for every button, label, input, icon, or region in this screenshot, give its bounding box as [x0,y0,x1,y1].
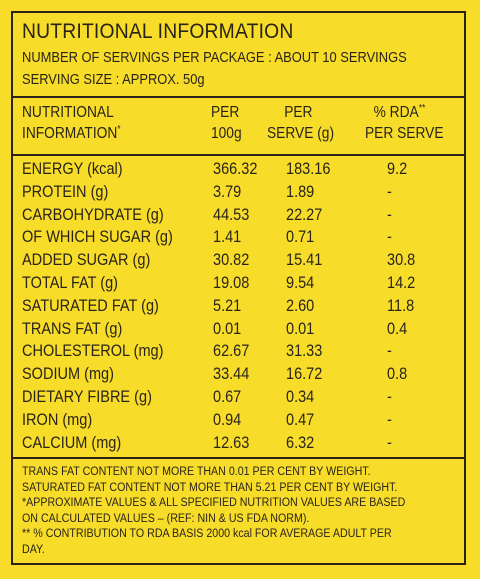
footnote-rda-basis: ** % CONTRIBUTION TO RDA BASIS 2000 kcal… [22,526,392,541]
table-row: TOTAL FAT (g) 19.08 9.54 14.2 [13,274,464,297]
nutrient-table-body: ENERGY (kcal) 366.32 183.16 9.2 PROTEIN … [13,160,464,456]
value-per-100g: 33.44 [213,365,250,384]
table-row: SATURATED FAT (g) 5.21 2.60 11.8 [13,297,464,320]
value-rda: - [387,433,392,452]
nutrient-name: CALCIUM (mg) [22,433,122,452]
value-rda: 11.8 [387,296,415,315]
nutrient-name: SATURATED FAT (g) [22,296,159,315]
value-rda: 9.2 [387,160,408,178]
column-header-rda-line1: % RDA [373,104,419,121]
column-header-per-100g-line1: PER [211,104,240,121]
value-per-serve: 1.89 [286,182,315,201]
column-header-nutrient-line2: INFORMATION [22,125,118,142]
value-rda: - [387,228,392,247]
value-per-serve: 0.34 [286,387,315,406]
value-per-100g: 5.21 [213,296,242,315]
footnote-approximate: *APPROXIMATE VALUES & ALL SPECIFIED NUTR… [22,495,406,510]
value-rda: 30.8 [387,251,416,270]
value-per-100g: 0.67 [213,387,242,406]
table-row: CALCIUM (mg) 12.63 6.32 - [13,434,464,457]
value-per-100g: 1.41 [213,228,242,247]
value-per-100g: 366.32 [213,160,258,178]
nutrient-name: ENERGY (kcal) [22,160,123,178]
footnotes: TRANS FAT CONTENT NOT MORE THAN 0.01 PER… [22,464,418,558]
column-header-per-serve-line1: PER [284,104,313,121]
value-rda: - [387,387,392,406]
nutrient-name: OF WHICH SUGAR (g) [22,228,173,247]
value-per-serve: 9.54 [286,273,315,292]
column-header-per-serve: PER SERVE (g) [267,102,334,144]
value-rda: - [387,182,392,201]
value-per-serve: 6.32 [286,433,315,452]
footnote-rda-basis-cont: DAY. [22,541,45,556]
value-per-serve: 0.01 [286,319,315,338]
nutrition-panel: NUTRITIONAL INFORMATION NUMBER OF SERVIN… [11,11,466,565]
value-rda: 0.8 [387,365,408,384]
column-header-nutrient-line1: NUTRITIONAL [22,104,114,121]
value-rda: - [387,410,392,429]
footnote-saturated-fat: SATURATED FAT CONTENT NOT MORE THAN 5.21… [22,479,398,494]
value-per-serve: 16.72 [286,365,323,384]
nutrient-name: TOTAL FAT (g) [22,273,119,292]
value-per-100g: 30.82 [213,251,250,270]
nutrient-name: CHOLESTEROL (mg) [22,342,164,361]
value-rda: - [387,342,392,361]
asterisk-mark: * [117,124,121,135]
value-per-serve: 0.47 [286,410,315,429]
value-per-serve: 183.16 [286,160,331,178]
nutrient-name: TRANS FAT (g) [22,319,123,338]
value-per-100g: 19.08 [213,273,250,292]
table-row: CARBOHYDRATE (g) 44.53 22.27 - [13,206,464,229]
double-asterisk-mark: ** [418,103,426,114]
column-header-per-100g-line2: 100g [211,125,242,142]
column-header-nutrient: NUTRITIONAL INFORMATION* [22,102,121,144]
table-row: IRON (mg) 0.94 0.47 - [13,411,464,434]
footnote-reference: ON CALCULATED VALUES – (REF: NIN & US FD… [22,510,310,525]
value-per-serve: 15.41 [286,251,323,270]
value-rda: 0.4 [387,319,408,338]
servings-per-package: NUMBER OF SERVINGS PER PACKAGE : ABOUT 1… [22,49,407,66]
nutrient-name: ADDED SUGAR (g) [22,251,151,270]
nutrient-name: CARBOHYDRATE (g) [22,205,164,224]
value-per-100g: 0.01 [213,319,242,338]
value-per-100g: 3.79 [213,182,242,201]
divider-header [13,154,464,156]
value-per-serve: 0.71 [286,228,315,247]
table-row: DIETARY FIBRE (g) 0.67 0.34 - [13,388,464,411]
value-per-100g: 12.63 [213,433,250,452]
serving-size: SERVING SIZE : APPROX. 50g [22,71,205,88]
table-row: OF WHICH SUGAR (g) 1.41 0.71 - [13,228,464,251]
table-row: SODIUM (mg) 33.44 16.72 0.8 [13,365,464,388]
value-rda: 14.2 [387,273,416,292]
column-header-per-serve-line2: SERVE (g) [267,125,335,142]
value-rda: - [387,205,392,224]
value-per-serve: 22.27 [286,205,323,224]
value-per-100g: 44.53 [213,205,250,224]
divider-top [13,96,464,98]
nutrient-name: DIETARY FIBRE (g) [22,387,152,406]
divider-notes [13,457,464,459]
value-per-100g: 0.94 [213,410,242,429]
value-per-100g: 62.67 [213,342,250,361]
table-row: TRANS FAT (g) 0.01 0.01 0.4 [13,320,464,343]
table-row: CHOLESTEROL (mg) 62.67 31.33 - [13,342,464,365]
table-row: PROTEIN (g) 3.79 1.89 - [13,183,464,206]
table-row: ENERGY (kcal) 366.32 183.16 9.2 [13,160,464,183]
footnote-trans-fat: TRANS FAT CONTENT NOT MORE THAN 0.01 PER… [22,464,371,478]
value-per-serve: 31.33 [286,342,323,361]
nutrient-name: SODIUM (mg) [22,365,114,384]
column-header-rda-line2: PER SERVE [365,125,444,142]
panel-title: NUTRITIONAL INFORMATION [22,20,294,43]
value-per-serve: 2.60 [286,296,315,315]
column-header-per-100g: PER 100g [211,102,242,144]
column-header-rda: % RDA** PER SERVE [365,102,444,144]
nutrient-name: IRON (mg) [22,410,93,429]
table-row: ADDED SUGAR (g) 30.82 15.41 30.8 [13,251,464,274]
nutrient-name: PROTEIN (g) [22,182,109,201]
